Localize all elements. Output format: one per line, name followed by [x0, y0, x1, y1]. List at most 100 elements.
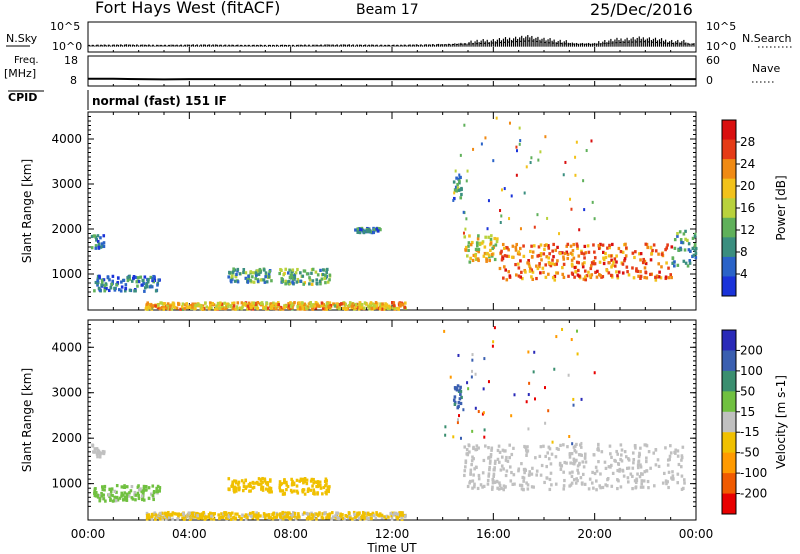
data-cell: [295, 489, 299, 493]
data-cell: [129, 489, 133, 493]
data-cell: [360, 302, 364, 307]
p3-frame: [87, 111, 697, 311]
data-cell: [264, 481, 268, 485]
data-cell: [658, 270, 661, 274]
data-cell: [476, 237, 480, 241]
data-cell: [311, 279, 315, 283]
data-cell: [264, 306, 267, 311]
data-cell: [539, 254, 543, 258]
data-cell: [223, 511, 226, 515]
data-cell: [654, 249, 658, 253]
data-cell: [278, 480, 282, 484]
data-cell: [238, 514, 241, 519]
data-cell: [96, 281, 99, 285]
data-cell: [543, 247, 546, 252]
data-cell: [664, 446, 667, 450]
data-cell: [111, 279, 115, 283]
data-cell: [569, 251, 573, 255]
data-cell: [302, 511, 306, 515]
data-cell: [369, 513, 372, 517]
data-cell: [535, 264, 538, 268]
data-cell: [500, 464, 504, 468]
data-cell: [555, 271, 558, 275]
data-cell: [177, 302, 180, 306]
data-cell: [552, 242, 555, 247]
data-cell: [152, 497, 155, 502]
x-axis-label: Time UT: [366, 541, 417, 554]
data-cell: [526, 483, 530, 487]
data-cell: [393, 306, 397, 310]
data-cell: [278, 512, 282, 516]
data-cell: [308, 278, 312, 282]
data-cell: [544, 275, 548, 279]
data-cell: [606, 246, 609, 250]
scatter-cell: [483, 428, 486, 432]
data-cell: [183, 307, 186, 311]
scatter-cell: [484, 136, 487, 140]
data-cell: [504, 268, 508, 272]
data-cell: [280, 277, 284, 281]
data-cell: [208, 511, 212, 515]
data-cell: [522, 467, 526, 472]
data-cell: [277, 301, 280, 305]
data-cell: [144, 488, 148, 492]
data-cell: [482, 458, 486, 463]
data-cell: [459, 401, 463, 406]
data-cell: [510, 470, 513, 475]
data-cell: [225, 302, 229, 306]
data-cell: [363, 306, 366, 310]
data-cell: [645, 276, 649, 280]
data-cell: [453, 402, 457, 406]
data-cell: [640, 479, 644, 483]
data-cell: [284, 267, 288, 271]
scatter-cell: [551, 440, 554, 444]
data-cell: [315, 301, 318, 305]
data-cell: [508, 465, 512, 469]
data-cell: [113, 495, 117, 499]
data-cell: [295, 478, 299, 482]
data-cell: [664, 275, 668, 279]
data-cell: [322, 485, 326, 490]
data-cell: [257, 477, 261, 481]
velocity-colorbar-frame: [721, 329, 737, 515]
scatter-cell: [572, 403, 575, 407]
y-tick-label: 4000: [51, 340, 82, 354]
data-cell: [634, 446, 637, 450]
data-cell: [110, 282, 114, 286]
scatter-cell: [528, 381, 531, 385]
data-cell: [491, 485, 494, 489]
data-cell: [473, 485, 476, 489]
data-cell: [565, 244, 569, 248]
data-cell: [237, 482, 240, 486]
data-cell: [154, 513, 158, 517]
data-cell: [271, 304, 274, 308]
data-cell: [617, 270, 621, 274]
data-cell: [173, 512, 177, 516]
data-cell: [676, 454, 680, 458]
data-cell: [474, 465, 478, 469]
data-cell: [131, 277, 135, 281]
data-cell: [623, 450, 627, 454]
data-cell: [93, 447, 97, 451]
data-cell: [220, 302, 224, 306]
data-cell: [278, 271, 281, 276]
data-cell: [382, 304, 386, 308]
data-cell: [609, 273, 613, 277]
data-cell: [527, 262, 531, 266]
data-cell: [504, 473, 508, 478]
scatter-cell: [523, 191, 526, 195]
data-cell: [331, 515, 335, 519]
data-cell: [197, 512, 201, 516]
data-cell: [605, 484, 609, 488]
data-cell: [293, 275, 297, 279]
data-cell: [575, 477, 578, 481]
data-cell: [631, 487, 634, 491]
data-cell: [491, 479, 495, 483]
data-cell: [496, 448, 500, 453]
scatter-cell: [472, 147, 475, 151]
data-cell: [259, 301, 263, 306]
data-cell: [656, 458, 660, 462]
data-cell: [519, 246, 522, 251]
data-cell: [650, 272, 654, 276]
data-cell: [252, 514, 256, 518]
